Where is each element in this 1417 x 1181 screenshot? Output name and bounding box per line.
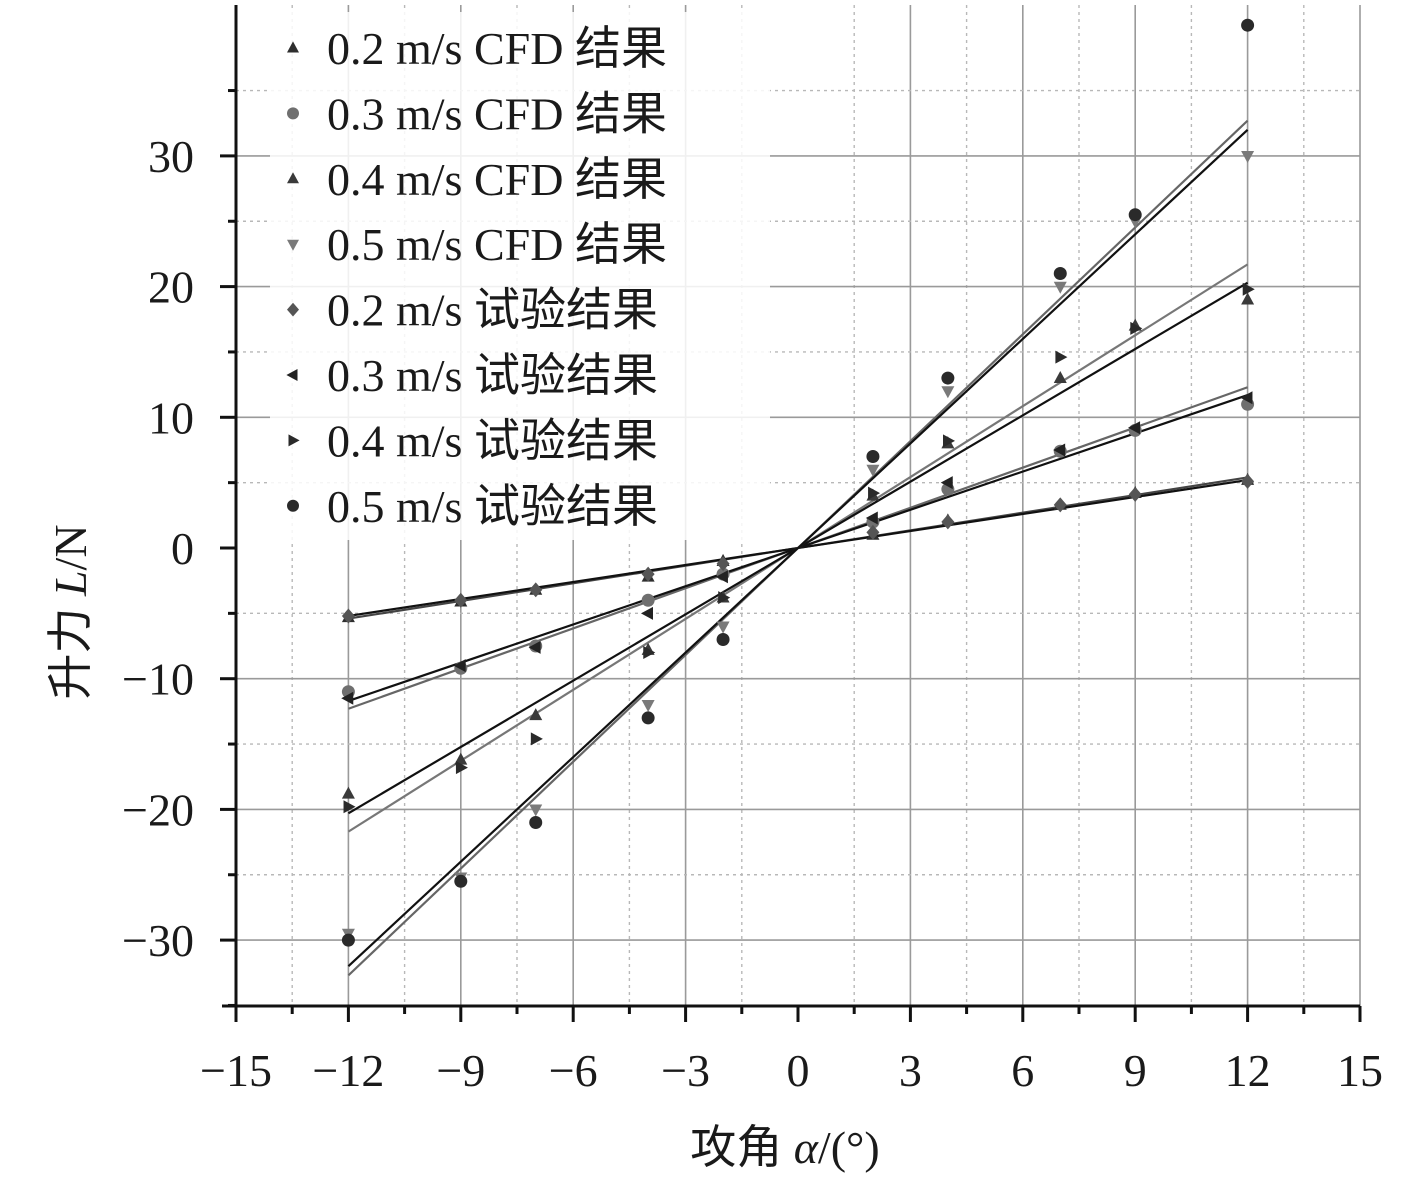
point-series-2 <box>641 593 655 607</box>
point-series-5 <box>641 566 655 582</box>
y-tick-label: 30 <box>148 131 194 182</box>
x-tick-label: 9 <box>1124 1045 1147 1096</box>
x-tick-label: 15 <box>1337 1045 1383 1096</box>
point-series-3 <box>341 786 355 799</box>
point-series-7 <box>1242 282 1255 296</box>
point-series-4 <box>941 386 955 399</box>
y-tick-label: −30 <box>122 915 194 966</box>
legend-label: 0.5 m/s CFD 结果 <box>327 219 667 270</box>
x-tick-label: −12 <box>312 1045 384 1096</box>
point-series-8 <box>866 450 880 464</box>
point-series-6 <box>640 606 654 620</box>
point-series-8 <box>641 711 655 725</box>
y-tick-label: −10 <box>122 654 194 705</box>
point-series-6 <box>715 570 728 584</box>
legend-label: 0.5 m/s 试验结果 <box>327 481 658 532</box>
legend-marker <box>287 107 299 120</box>
point-series-5 <box>1053 497 1067 513</box>
point-series-5 <box>454 592 468 608</box>
point-series-6 <box>1240 391 1253 405</box>
point-series-7 <box>1130 321 1143 335</box>
legend-label: 0.2 m/s 试验结果 <box>327 285 658 336</box>
point-series-7 <box>1055 350 1068 364</box>
legend-marker <box>287 41 299 53</box>
legend-label: 0.4 m/s 试验结果 <box>327 415 658 466</box>
point-series-3 <box>1053 370 1067 383</box>
point-series-7 <box>455 761 468 775</box>
point-series-8 <box>341 933 355 947</box>
fit-0.5-exp <box>347 128 1249 968</box>
point-series-6 <box>528 640 541 654</box>
point-series-8 <box>1241 18 1255 32</box>
point-series-8 <box>454 874 468 888</box>
x-tick-label: −15 <box>200 1045 272 1096</box>
y-axis-title: 升力 L/N <box>45 524 96 699</box>
x-tick-label: −6 <box>549 1045 598 1096</box>
legend-marker <box>288 434 300 447</box>
point-series-6 <box>1053 443 1066 457</box>
point-series-5 <box>866 524 880 540</box>
point-series-8 <box>716 632 730 646</box>
point-series-8 <box>1128 208 1142 222</box>
point-series-7 <box>530 732 543 746</box>
point-series-5 <box>529 582 543 598</box>
point-series-7 <box>718 591 731 605</box>
x-tick-label: 12 <box>1225 1045 1271 1096</box>
point-series-4 <box>641 699 655 712</box>
y-tick-label: 0 <box>171 523 194 574</box>
point-series-3 <box>529 708 543 721</box>
x-tick-label: 3 <box>899 1045 922 1096</box>
point-series-6 <box>453 659 466 673</box>
point-series-5 <box>941 514 955 530</box>
point-series-4 <box>1241 151 1255 164</box>
point-series-8 <box>529 815 543 829</box>
y-tick-label: 10 <box>148 392 194 443</box>
y-tick-label: 20 <box>148 262 194 313</box>
point-series-4 <box>866 464 880 477</box>
point-series-5 <box>1241 473 1255 489</box>
legend-marker <box>287 172 299 184</box>
x-tick-label: 0 <box>787 1045 810 1096</box>
point-series-5 <box>341 608 355 624</box>
legend-label: 0.3 m/s CFD 结果 <box>327 88 667 139</box>
point-series-6 <box>940 476 953 490</box>
legend-background <box>270 12 770 540</box>
x-tick-label: −9 <box>436 1045 485 1096</box>
axes <box>220 5 1362 1022</box>
legend: 0.2 m/s CFD 结果 0.3 m/s CFD 结果 0.4 m/s CFD … <box>270 12 770 540</box>
point-series-4 <box>716 621 730 634</box>
legend-marker <box>286 369 298 381</box>
x-tick-label: −3 <box>661 1045 710 1096</box>
fit-lines <box>347 119 1249 977</box>
x-axis-title: 攻角 α/(°) <box>690 1122 879 1173</box>
data-points <box>341 18 1255 947</box>
point-series-7 <box>343 800 356 814</box>
point-series-6 <box>865 511 878 525</box>
point-series-4 <box>529 804 543 817</box>
x-tick-label: 6 <box>1011 1045 1034 1096</box>
point-series-7 <box>643 646 656 660</box>
point-series-7 <box>942 434 956 448</box>
point-series-8 <box>1053 267 1067 281</box>
point-series-8 <box>941 371 955 385</box>
legend-label: 0.2 m/s CFD 结果 <box>327 23 667 74</box>
legend-label: 0.3 m/s 试验结果 <box>327 350 658 401</box>
point-series-6 <box>341 691 354 705</box>
legend-label: 0.4 m/s CFD 结果 <box>327 154 667 205</box>
legend-marker <box>287 302 299 317</box>
point-series-3 <box>1241 292 1255 305</box>
y-tick-label: −20 <box>122 784 194 835</box>
point-series-4 <box>1053 281 1067 294</box>
point-series-6 <box>1128 421 1141 435</box>
point-series-3 <box>454 752 468 765</box>
legend-marker <box>287 239 299 251</box>
point-series-5 <box>1128 486 1142 502</box>
point-series-5 <box>716 556 730 572</box>
legend-marker <box>287 499 299 512</box>
point-series-7 <box>868 486 881 500</box>
